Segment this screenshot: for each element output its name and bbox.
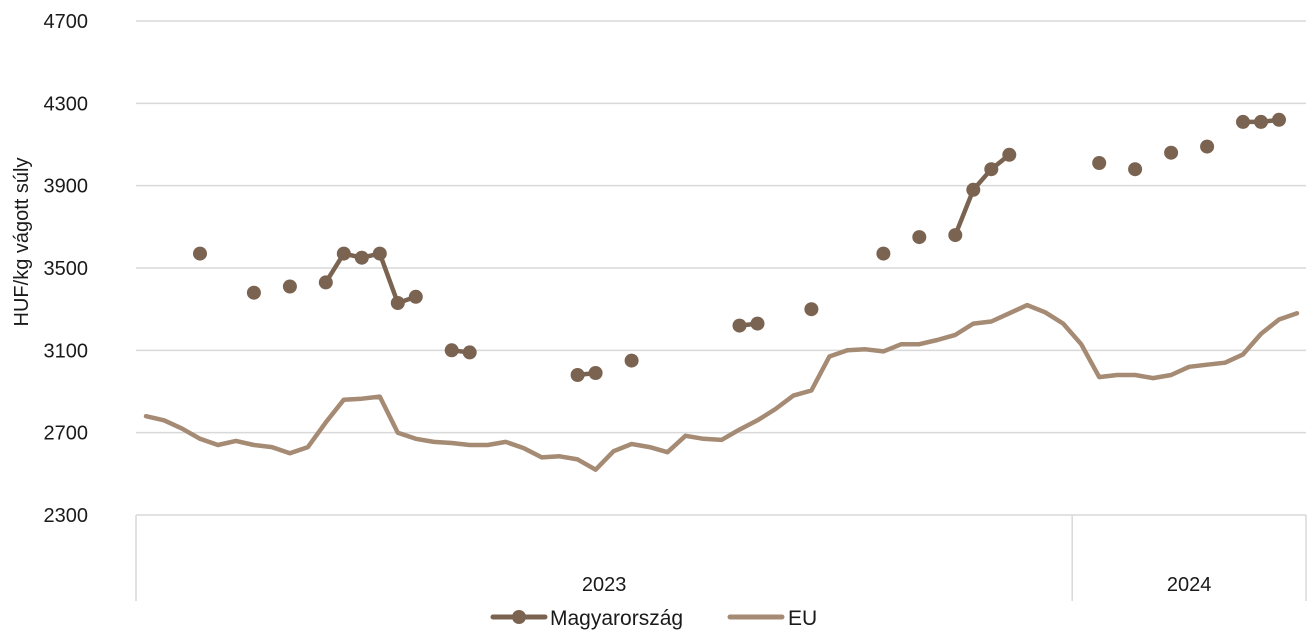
legend-label-eu: EU	[788, 607, 817, 630]
magyarorszag-point	[1092, 156, 1107, 170]
y-tick-label: 2300	[44, 505, 89, 527]
magyarorszag-line-segment	[953, 153, 1011, 236]
y-axis-tick-labels: 2300 2700 3100 3500 3900 4300 4700	[44, 11, 89, 527]
magyarorszag-point	[588, 366, 603, 380]
magyarorszag-point	[984, 162, 999, 177]
magyarorszag-point	[804, 302, 819, 317]
legend: Magyarország EU	[490, 607, 817, 630]
magyarorszag-point	[1236, 114, 1250, 129]
eu-line	[143, 302, 1300, 472]
y-tick-label: 3100	[44, 340, 89, 362]
magyarorszag-point	[570, 368, 585, 382]
gridlines	[136, 20, 1306, 516]
magyarorszag-point	[966, 182, 981, 197]
y-tick-label: 4300	[44, 93, 89, 115]
magyarorszag-point	[1200, 139, 1215, 154]
magyarorszag-point	[1164, 145, 1179, 160]
magyarorszag-point	[336, 246, 351, 261]
x-group-label: 2024	[1167, 574, 1212, 596]
magyarorszag-point	[462, 345, 477, 360]
magyarorszag-point	[282, 279, 297, 294]
x-group-label: 2023	[582, 574, 627, 596]
magyarorszag-point	[246, 285, 261, 300]
magyarorszag-point	[1272, 112, 1286, 127]
magyarorszag-point	[1002, 147, 1017, 162]
magyarorszag-point	[750, 316, 765, 331]
magyarorszag-point	[193, 246, 207, 261]
y-axis-title: HUF/kg vágott súly	[11, 158, 33, 327]
magyarorszag-point	[354, 250, 369, 265]
y-tick-label: 3900	[44, 176, 89, 198]
magyarorszag-series	[193, 112, 1286, 382]
magyarorszag-point	[1128, 162, 1143, 177]
y-tick-label: 2700	[44, 423, 89, 445]
x-axis-groups: 2023 2024	[135, 515, 1307, 601]
magyarorszag-point	[1254, 114, 1268, 129]
legend-label-magyarorszag: Magyarország	[550, 607, 683, 630]
legend-item-magyarorszag: Magyarország	[490, 607, 683, 630]
magyarorszag-point	[408, 289, 423, 304]
magyarorszag-point	[318, 275, 333, 290]
y-tick-label: 3500	[44, 258, 89, 280]
magyarorszag-point	[390, 296, 405, 310]
magyarorszag-point	[624, 353, 639, 368]
magyarorszag-point	[732, 318, 747, 333]
y-tick-label: 4700	[44, 11, 89, 33]
magyarorszag-point	[912, 230, 927, 245]
eu-series	[143, 302, 1300, 472]
magyarorszag-point	[444, 343, 459, 358]
magyarorszag-point	[372, 246, 387, 261]
magyarorszag-point	[948, 228, 963, 243]
magyarorszag-line-segment	[323, 251, 417, 306]
legend-item-eu: EU	[727, 607, 817, 630]
magyarorszag-point	[876, 246, 891, 261]
